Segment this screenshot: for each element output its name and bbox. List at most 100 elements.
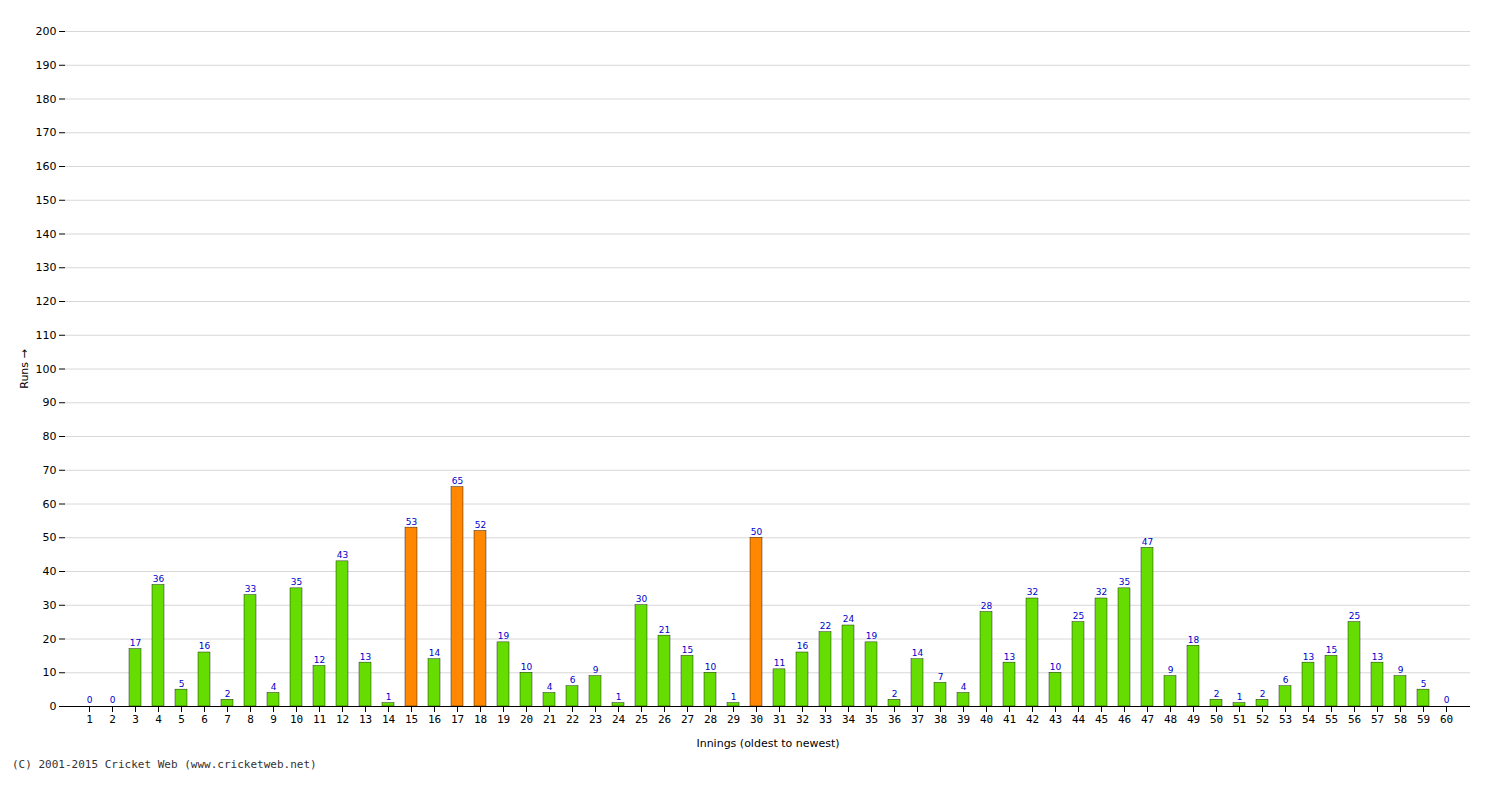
svg-text:10: 10 bbox=[705, 662, 717, 672]
svg-text:2: 2 bbox=[892, 689, 898, 699]
svg-text:120: 120 bbox=[36, 295, 57, 308]
svg-text:9: 9 bbox=[593, 665, 599, 675]
svg-text:18: 18 bbox=[1188, 635, 1200, 645]
svg-text:0: 0 bbox=[50, 700, 57, 713]
svg-text:9: 9 bbox=[1398, 665, 1404, 675]
svg-text:35: 35 bbox=[1119, 577, 1130, 587]
svg-text:Innings (oldest to newest): Innings (oldest to newest) bbox=[696, 737, 839, 750]
svg-text:33: 33 bbox=[819, 713, 832, 726]
svg-text:24: 24 bbox=[612, 713, 626, 726]
svg-text:4: 4 bbox=[271, 682, 277, 692]
svg-text:12: 12 bbox=[314, 655, 325, 665]
svg-text:50: 50 bbox=[43, 531, 57, 544]
svg-text:53: 53 bbox=[406, 517, 417, 527]
svg-text:1: 1 bbox=[1237, 692, 1243, 702]
svg-text:1: 1 bbox=[86, 713, 93, 726]
svg-text:25: 25 bbox=[635, 713, 648, 726]
svg-text:19: 19 bbox=[498, 631, 510, 641]
svg-text:13: 13 bbox=[360, 652, 371, 662]
svg-text:0: 0 bbox=[1444, 695, 1450, 705]
svg-text:53: 53 bbox=[1279, 713, 1292, 726]
svg-text:26: 26 bbox=[658, 713, 671, 726]
svg-text:42: 42 bbox=[1026, 713, 1039, 726]
svg-text:20: 20 bbox=[520, 713, 533, 726]
svg-text:10: 10 bbox=[43, 666, 57, 679]
svg-text:48: 48 bbox=[1164, 713, 1177, 726]
svg-text:40: 40 bbox=[980, 713, 993, 726]
svg-text:32: 32 bbox=[1096, 587, 1107, 597]
svg-text:6: 6 bbox=[570, 675, 576, 685]
svg-text:50: 50 bbox=[751, 527, 763, 537]
svg-text:59: 59 bbox=[1417, 713, 1430, 726]
svg-text:160: 160 bbox=[36, 160, 57, 173]
svg-text:180: 180 bbox=[36, 93, 57, 106]
svg-text:16: 16 bbox=[797, 641, 809, 651]
svg-text:35: 35 bbox=[865, 713, 878, 726]
svg-text:7: 7 bbox=[224, 713, 231, 726]
svg-text:13: 13 bbox=[359, 713, 372, 726]
svg-text:38: 38 bbox=[934, 713, 947, 726]
svg-text:9: 9 bbox=[270, 713, 277, 726]
svg-text:52: 52 bbox=[475, 520, 486, 530]
svg-text:10: 10 bbox=[521, 662, 533, 672]
svg-text:2: 2 bbox=[1214, 689, 1220, 699]
svg-text:5: 5 bbox=[178, 713, 185, 726]
svg-text:43: 43 bbox=[1049, 713, 1062, 726]
svg-text:58: 58 bbox=[1394, 713, 1407, 726]
svg-text:170: 170 bbox=[36, 126, 57, 139]
svg-text:6: 6 bbox=[201, 713, 208, 726]
svg-text:25: 25 bbox=[1073, 611, 1084, 621]
svg-text:6: 6 bbox=[1283, 675, 1289, 685]
svg-text:110: 110 bbox=[36, 329, 57, 342]
svg-text:49: 49 bbox=[1187, 713, 1200, 726]
svg-text:30: 30 bbox=[636, 594, 648, 604]
svg-text:2: 2 bbox=[225, 689, 231, 699]
svg-text:43: 43 bbox=[337, 550, 348, 560]
svg-text:60: 60 bbox=[1440, 713, 1453, 726]
svg-text:13: 13 bbox=[1372, 652, 1383, 662]
svg-text:28: 28 bbox=[981, 601, 993, 611]
svg-text:4: 4 bbox=[961, 682, 967, 692]
svg-text:33: 33 bbox=[245, 584, 256, 594]
svg-text:56: 56 bbox=[1348, 713, 1361, 726]
svg-text:40: 40 bbox=[43, 565, 57, 578]
svg-text:41: 41 bbox=[1003, 713, 1016, 726]
svg-text:32: 32 bbox=[796, 713, 809, 726]
svg-text:100: 100 bbox=[36, 363, 57, 376]
svg-text:21: 21 bbox=[659, 625, 670, 635]
svg-text:57: 57 bbox=[1371, 713, 1384, 726]
svg-text:0: 0 bbox=[87, 695, 93, 705]
svg-text:10: 10 bbox=[1050, 662, 1062, 672]
svg-text:13: 13 bbox=[1004, 652, 1015, 662]
svg-text:130: 130 bbox=[36, 261, 57, 274]
svg-text:52: 52 bbox=[1256, 713, 1269, 726]
svg-text:80: 80 bbox=[43, 430, 57, 443]
svg-text:11: 11 bbox=[313, 713, 326, 726]
svg-text:5: 5 bbox=[179, 679, 185, 689]
svg-text:47: 47 bbox=[1142, 537, 1153, 547]
svg-text:39: 39 bbox=[957, 713, 970, 726]
svg-text:20: 20 bbox=[43, 633, 57, 646]
svg-text:14: 14 bbox=[912, 648, 924, 658]
svg-text:22: 22 bbox=[820, 621, 831, 631]
svg-text:2: 2 bbox=[1260, 689, 1266, 699]
svg-text:15: 15 bbox=[1326, 645, 1337, 655]
svg-text:19: 19 bbox=[497, 713, 510, 726]
svg-text:200: 200 bbox=[36, 25, 57, 38]
svg-text:16: 16 bbox=[199, 641, 211, 651]
svg-text:36: 36 bbox=[888, 713, 901, 726]
svg-text:23: 23 bbox=[589, 713, 602, 726]
svg-text:31: 31 bbox=[773, 713, 786, 726]
svg-text:28: 28 bbox=[704, 713, 717, 726]
svg-text:14: 14 bbox=[382, 713, 396, 726]
svg-text:9: 9 bbox=[1168, 665, 1174, 675]
svg-text:27: 27 bbox=[681, 713, 694, 726]
svg-text:10: 10 bbox=[290, 713, 303, 726]
svg-text:65: 65 bbox=[452, 476, 463, 486]
svg-text:37: 37 bbox=[911, 713, 924, 726]
svg-text:190: 190 bbox=[36, 59, 57, 72]
svg-text:45: 45 bbox=[1095, 713, 1108, 726]
svg-text:4: 4 bbox=[547, 682, 553, 692]
svg-text:15: 15 bbox=[405, 713, 418, 726]
svg-text:70: 70 bbox=[43, 464, 57, 477]
